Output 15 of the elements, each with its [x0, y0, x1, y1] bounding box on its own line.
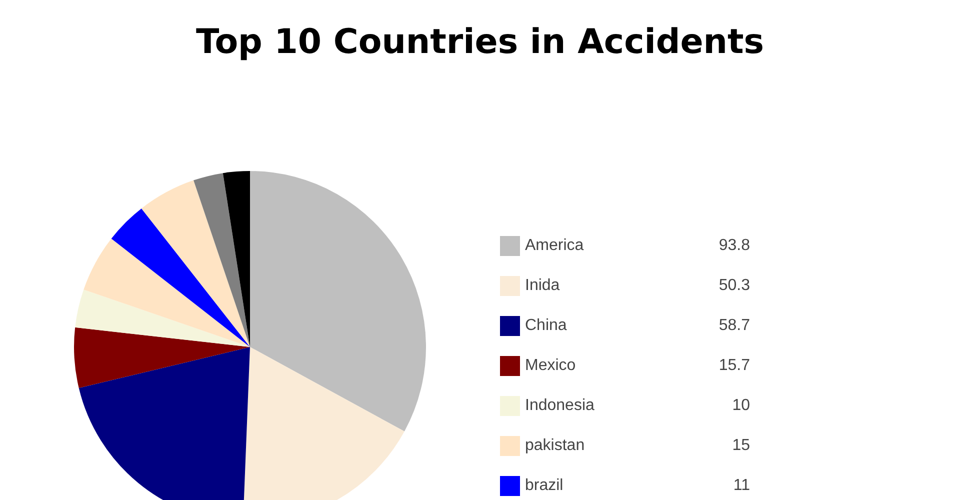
data-label: 93.8	[718, 237, 750, 255]
legend-label: China	[525, 317, 567, 335]
legend-label: brazil	[525, 477, 564, 495]
data-label: 10	[732, 397, 750, 415]
legend-label: America	[525, 237, 584, 255]
data-label: 58.7	[718, 317, 750, 335]
legend-label: Inida	[525, 277, 560, 295]
data-label: 11	[733, 477, 750, 495]
legend-label: Mexico	[525, 357, 576, 375]
legend-label: Indonesia	[525, 397, 594, 415]
data-label: 15	[732, 437, 750, 455]
chart-title: Top 10 Countries in Accidents	[195, 22, 765, 62]
data-label: 50.3	[718, 277, 750, 295]
data-label: 15.7	[718, 357, 750, 375]
legend-label: pakistan	[525, 437, 585, 455]
